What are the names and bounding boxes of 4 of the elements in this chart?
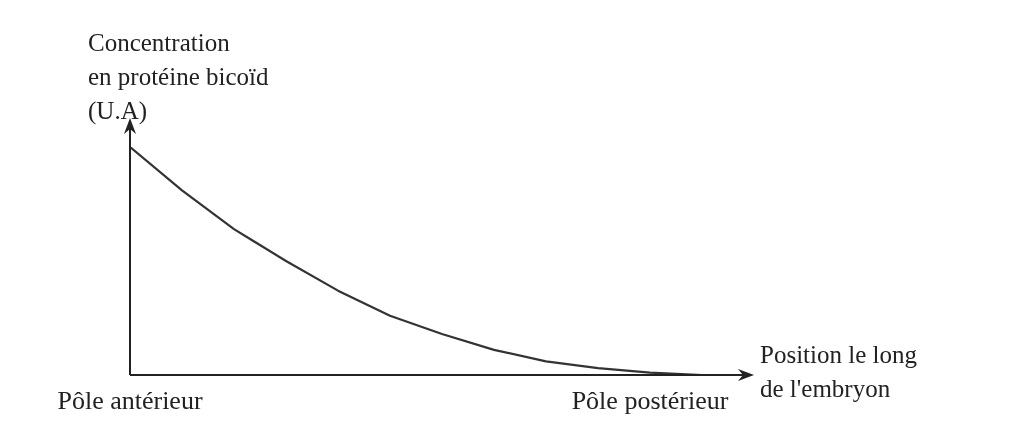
x-tick-label: Pôle antérieur [57,386,203,416]
y-axis-title: Concentration en protéine bicoïd (U.A) [88,28,269,127]
x-tick-label: Pôle postérieur [571,386,729,416]
x-axis-title: Position le long de l'embryon [760,340,917,404]
